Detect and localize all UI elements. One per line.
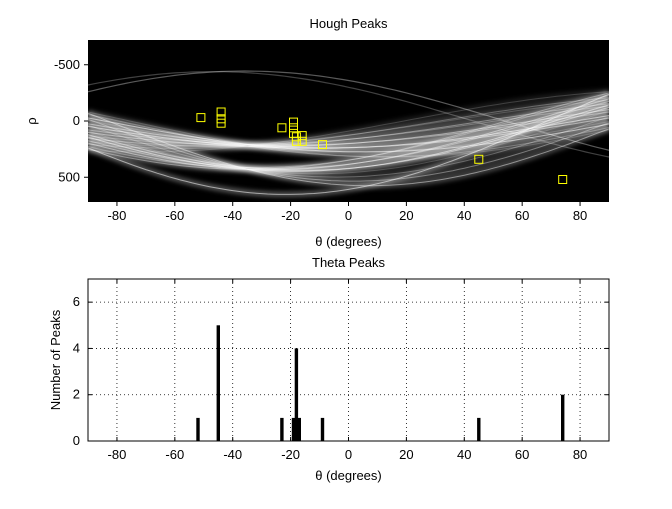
theta-peak-bar [297,417,301,441]
theta-peaks-grid [88,279,609,441]
hough-x-tick-label: -80 [108,208,127,223]
hough-peak-marker [318,140,327,150]
theta-peak-bar [294,348,299,441]
theta-x-tick-label: -80 [108,447,127,462]
hough-y-tick-label: -500 [54,57,80,72]
theta-peak-bar [280,417,284,441]
theta-y-tick-label: 0 [73,433,80,448]
hough-x-tick-label: 40 [457,208,471,223]
theta-peaks-axes: -80 -60 -40 -20 0 20 40 60 80 0 2 4 6 Theta Peaks θ … [48,255,610,483]
theta-y-tick-label: 4 [73,340,80,355]
theta-peaks-axis-ticks: -80 -60 -40 -20 0 20 40 60 80 0 2 4 6 [73,279,609,462]
hough-title: Hough Peaks [309,16,388,31]
hough-band-22 [88,98,609,172]
hough-trace-22 [88,100,609,169]
theta-x-tick-label: 0 [345,447,352,462]
theta-y-tick-label: 6 [73,294,80,309]
theta-peak-bar [291,417,296,441]
theta-x-tick-label: -60 [165,447,184,462]
hough-x-tick-label: 80 [573,208,587,223]
hough-peak-marker [289,123,298,133]
hough-y-tick-label: 0 [73,113,80,128]
hough-trace-12 [88,118,609,182]
hough-transform-image [88,70,609,198]
hough-trace-15 [88,99,609,147]
hough-x-tick-label: 20 [399,208,413,223]
hough-peak-marker [196,113,206,123]
hough-trace-19 [88,117,609,153]
hough-peak-marker [558,175,568,184]
hough-lower-trace-1 [88,71,609,158]
theta-peak-bar [561,394,565,441]
theta-peaks-bars [196,325,565,441]
hough-peak-marker [474,154,484,164]
hough-trace-11 [88,116,609,178]
hough-trace-7 [88,92,609,170]
hough-trace-17 [88,111,609,146]
hough-axis-ticks: -80 -60 -40 -20 0 20 40 60 80 -500 0 500 [54,57,587,223]
theta-x-tick-label: 20 [399,447,413,462]
hough-x-tick-label: 0 [345,208,352,223]
hough-trace-14 [88,93,609,195]
hough-x-axis-label: θ (degrees) [315,234,381,249]
hough-peak-marker [277,123,287,133]
hough-trace-10 [88,110,609,175]
hough-peak-marker [216,107,226,117]
hough-peak-marker [291,136,301,146]
hough-trace-8 [88,98,609,171]
theta-peaks-title: Theta Peaks [312,255,385,270]
hough-x-tick-label: 60 [515,208,529,223]
theta-x-tick-label: 60 [515,447,529,462]
hough-lower-trace-0 [88,70,609,151]
hough-band-20 [88,109,609,160]
theta-peak-bar [196,417,200,441]
hough-peak-marker [289,117,298,127]
theta-x-tick-label: 40 [457,447,471,462]
hough-trace-20 [88,111,609,158]
theta-peak-bar [216,325,220,441]
hough-trace-1 [88,97,609,149]
theta-peaks-x-axis-label: θ (degrees) [315,468,381,483]
hough-trace-3 [88,109,609,147]
hough-peak-marker [216,118,226,128]
hough-trace-13 [88,112,609,187]
hough-trace-4 [88,115,609,149]
hough-peak-marker [297,136,307,146]
hough-axes: -80 -60 -40 -20 0 20 40 60 80 -500 0 500 Hough Peak… [24,16,609,249]
theta-x-tick-label: 80 [573,447,587,462]
theta-y-tick-label: 2 [73,387,80,402]
hough-x-tick-label: -20 [281,208,300,223]
hough-trace-16 [88,105,609,145]
hough-x-tick-label: -60 [165,208,184,223]
theta-peak-bar [320,417,325,441]
theta-x-tick-label: -40 [223,447,242,462]
hough-trace-18 [88,117,609,149]
hough-trace-2 [88,103,609,147]
theta-peak-bar [477,417,481,441]
hough-trace-9 [88,104,609,172]
hough-x-tick-label: -40 [223,208,242,223]
hough-peak-markers [196,107,568,184]
hough-trace-6 [88,114,609,158]
theta-x-tick-label: -20 [281,447,300,462]
hough-y-tick-label: 500 [58,169,80,184]
hough-peak-marker [297,131,307,141]
hough-band-15 [88,97,609,150]
theta-peaks-y-axis-label: Number of Peaks [48,309,63,410]
hough-trace-23 [88,106,609,171]
hough-trace-21 [88,95,609,169]
hough-trace-0 [88,91,609,153]
hough-y-axis-label: ρ [24,117,39,124]
